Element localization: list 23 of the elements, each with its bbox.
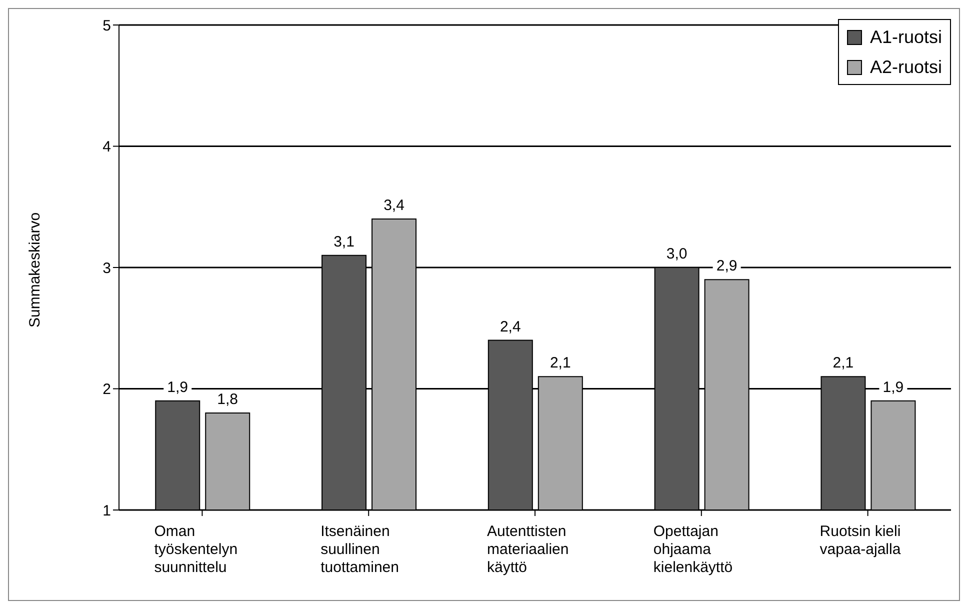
data-label: 2,1 [550,354,571,372]
data-label: 3,1 [334,233,354,250]
y-axis-title: Summakeskiarvo [26,212,44,328]
data-label: 2,9 [716,258,738,275]
y-tick-label: 5 [102,17,111,34]
x-tick-label: Autenttisten materiaalien käyttö [487,523,569,576]
y-tick-label: 3 [102,260,111,277]
data-label: 2,4 [500,318,521,336]
data-label: 3,0 [666,246,688,262]
x-tick-label: Ruotsin kieli vapaa-ajalla [820,523,902,558]
data-label: 1,9 [882,378,904,396]
y-tick-label: 2 [102,381,111,398]
data-label: 2,1 [832,354,854,372]
data-label: 1,9 [167,378,188,396]
x-tick-label: Oman työskentelyn suunnittelu [154,523,238,576]
y-tick-label: 4 [102,138,111,156]
legend-label: A2-ruotsi [870,56,942,79]
legend-label: A1-ruotsi [870,26,942,49]
data-label: 3,4 [384,197,404,214]
x-tick-label: Itsenäinen suullinen tuottaminen [320,523,399,576]
x-tick-label: Opettajan ohjaama kielenkäyttö [653,523,733,576]
data-label: 1,8 [217,391,238,408]
y-tick-label: 1 [102,502,111,520]
